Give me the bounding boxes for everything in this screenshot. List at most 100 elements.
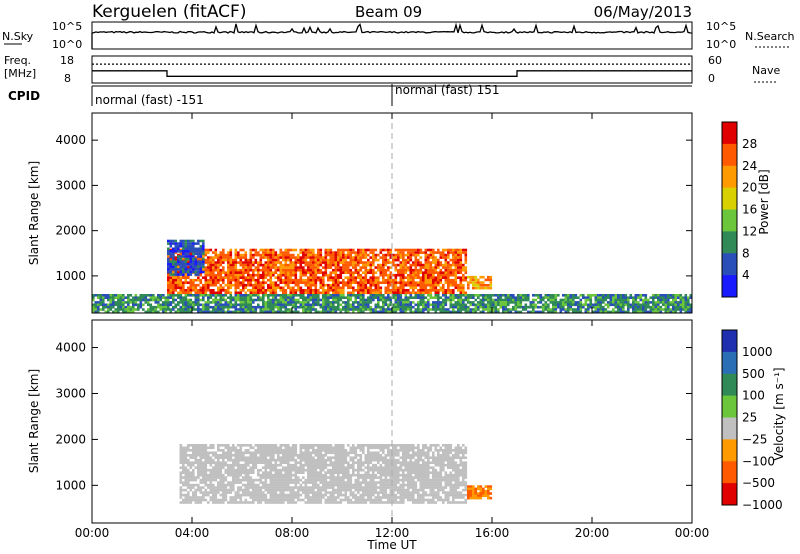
heat-cell xyxy=(429,286,433,290)
heat-cell xyxy=(142,294,145,297)
heat-cell xyxy=(364,305,368,309)
heat-cell xyxy=(179,239,183,243)
heat-cell xyxy=(197,451,200,455)
heat-cell xyxy=(219,463,223,467)
heat-cell xyxy=(172,265,175,269)
heat-cell xyxy=(189,281,193,284)
heat-cell xyxy=(299,471,303,474)
heat-cell xyxy=(467,310,470,314)
heat-cell xyxy=(389,303,393,307)
heat-cell xyxy=(197,260,200,263)
heat-cell xyxy=(469,301,473,304)
heat-cell xyxy=(289,301,293,304)
heat-cell xyxy=(237,471,240,474)
heat-cell xyxy=(257,253,260,257)
heat-cell xyxy=(194,476,198,479)
heat-cell xyxy=(219,258,223,262)
heat-cell xyxy=(457,276,460,279)
heat-cell xyxy=(302,301,305,304)
heat-cell xyxy=(117,310,120,314)
heat-cell xyxy=(237,308,240,311)
heat-cell xyxy=(507,308,510,311)
heat-cell xyxy=(274,491,278,494)
heat-cell xyxy=(187,252,190,256)
heat-cell xyxy=(449,294,453,297)
heat-cell xyxy=(277,488,280,492)
heat-cell xyxy=(509,294,513,297)
heat-cell xyxy=(429,276,433,279)
heat-cell xyxy=(427,276,430,279)
heat-cell xyxy=(237,256,240,259)
heat-cell xyxy=(199,456,203,459)
heat-cell xyxy=(194,483,198,487)
heat-cell xyxy=(559,305,563,309)
heat-cell xyxy=(299,291,303,295)
heat-cell xyxy=(337,473,340,477)
heat-cell xyxy=(224,488,228,492)
heat-cell xyxy=(244,291,248,295)
heat-cell xyxy=(167,303,170,307)
heat-cell xyxy=(384,301,388,304)
heat-cell xyxy=(327,451,330,455)
heat-cell xyxy=(209,310,213,314)
heat-cell xyxy=(287,458,290,462)
heat-cell xyxy=(397,271,400,274)
heat-cell xyxy=(487,296,490,299)
heat-cell xyxy=(337,488,340,492)
heat-cell xyxy=(229,468,233,472)
heat-cell xyxy=(394,281,398,284)
heat-cell xyxy=(624,310,628,314)
heat-cell xyxy=(524,303,528,307)
heat-cell xyxy=(197,454,200,457)
heat-cell xyxy=(634,310,638,314)
heat-cell xyxy=(242,471,245,474)
heat-cell xyxy=(317,303,320,307)
heat-cell xyxy=(274,481,278,484)
heat-cell xyxy=(209,481,213,484)
heat-cell xyxy=(307,263,310,267)
heat-cell xyxy=(312,493,315,497)
heat-cell xyxy=(122,303,125,307)
heat-cell xyxy=(262,266,265,269)
heat-cell xyxy=(472,308,475,311)
heat-cell xyxy=(177,273,180,276)
heat-cell xyxy=(394,263,398,267)
heat-cell xyxy=(432,281,435,284)
heat-cell xyxy=(532,308,535,311)
heat-cell xyxy=(307,283,310,287)
heat-cell xyxy=(282,281,285,284)
heat-cell xyxy=(222,476,225,479)
heat-cell xyxy=(452,294,455,297)
heat-cell xyxy=(424,251,428,254)
heat-cell xyxy=(199,298,203,302)
heat-cell xyxy=(184,471,188,474)
heat-cell xyxy=(199,463,203,467)
heat-cell xyxy=(284,493,288,497)
heat-cell xyxy=(257,488,260,492)
heat-cell xyxy=(607,310,610,314)
heat-cell xyxy=(247,263,250,267)
heat-cell xyxy=(612,296,615,299)
heat-cell xyxy=(587,305,590,309)
heat-cell xyxy=(347,248,350,252)
heat-cell xyxy=(194,289,198,292)
heat-cell xyxy=(254,491,258,494)
heat-cell xyxy=(349,446,353,450)
heat-cell xyxy=(194,273,198,276)
heat-cell xyxy=(354,253,358,257)
heat-cell xyxy=(299,271,303,274)
heat-cell xyxy=(282,493,285,497)
heat-cell xyxy=(507,296,510,299)
heat-cell xyxy=(197,471,200,474)
heat-cell xyxy=(359,268,363,272)
heat-cell xyxy=(294,454,298,457)
heat-cell xyxy=(277,278,280,282)
heat-cell xyxy=(664,305,668,309)
heat-cell xyxy=(284,289,288,292)
heat-cell xyxy=(439,286,443,290)
heat-cell xyxy=(227,301,230,304)
heat-cell xyxy=(319,251,323,254)
heat-cell xyxy=(374,266,378,269)
heat-cell xyxy=(339,294,343,297)
heat-cell xyxy=(324,476,328,479)
